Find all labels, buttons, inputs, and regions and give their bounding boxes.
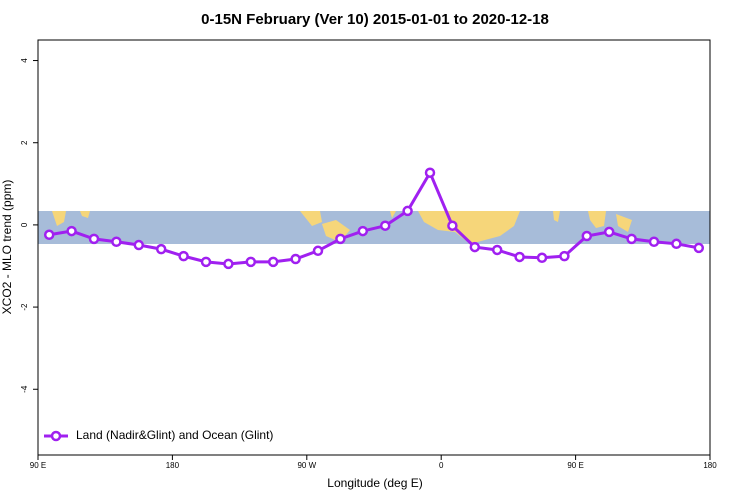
data-point bbox=[155, 243, 167, 255]
data-point bbox=[223, 258, 234, 270]
data-point bbox=[267, 256, 279, 268]
data-point bbox=[290, 253, 301, 265]
data-point bbox=[491, 244, 503, 256]
plot-frame bbox=[37, 39, 711, 456]
x-tick-label: 90 E bbox=[567, 461, 583, 470]
data-point bbox=[559, 250, 570, 262]
x-tick-label: 180 bbox=[703, 461, 717, 470]
chart-title: 0-15N February (Ver 10) 2015-01-01 to 20… bbox=[201, 11, 549, 28]
data-point bbox=[671, 238, 682, 250]
x-tick-label: 0 bbox=[439, 461, 444, 470]
data-point bbox=[66, 225, 77, 237]
y-tick-label: 0 bbox=[20, 222, 29, 227]
data-point bbox=[335, 233, 346, 245]
data-point bbox=[536, 252, 548, 264]
data-point bbox=[424, 167, 436, 178]
data-point bbox=[245, 256, 257, 268]
data-point bbox=[312, 245, 324, 257]
legend-label: Land (Nadir&Glint) and Ocean (Glint) bbox=[76, 428, 273, 442]
legend-marker bbox=[50, 430, 62, 442]
y-tick-label: -4 bbox=[20, 385, 29, 393]
y-tick-label: 2 bbox=[20, 140, 29, 145]
data-point bbox=[178, 250, 189, 262]
data-point bbox=[357, 225, 369, 237]
data-point bbox=[447, 220, 458, 231]
data-point bbox=[88, 233, 100, 245]
data-point bbox=[626, 233, 637, 245]
data-point bbox=[200, 256, 212, 268]
x-axis-label: Longitude (deg E) bbox=[327, 476, 422, 490]
data-point bbox=[581, 230, 593, 242]
data-point bbox=[603, 226, 615, 238]
data-point bbox=[43, 229, 55, 241]
data-point bbox=[111, 236, 122, 247]
data-point bbox=[648, 236, 660, 247]
data-point bbox=[402, 205, 413, 217]
data-point bbox=[379, 220, 391, 231]
map-strip bbox=[38, 211, 710, 244]
data-point bbox=[469, 241, 481, 253]
x-tick-label: 90 E bbox=[30, 461, 46, 470]
y-axis-label: XCO2 - MLO trend (ppm) bbox=[0, 180, 14, 315]
data-point bbox=[514, 251, 525, 263]
y-tick-label: 4 bbox=[20, 58, 29, 63]
x-tick-label: 90 W bbox=[297, 461, 316, 470]
x-tick-label: 180 bbox=[166, 461, 180, 470]
y-tick-label: -2 bbox=[20, 303, 29, 311]
data-point bbox=[133, 239, 145, 251]
data-point bbox=[693, 242, 705, 254]
